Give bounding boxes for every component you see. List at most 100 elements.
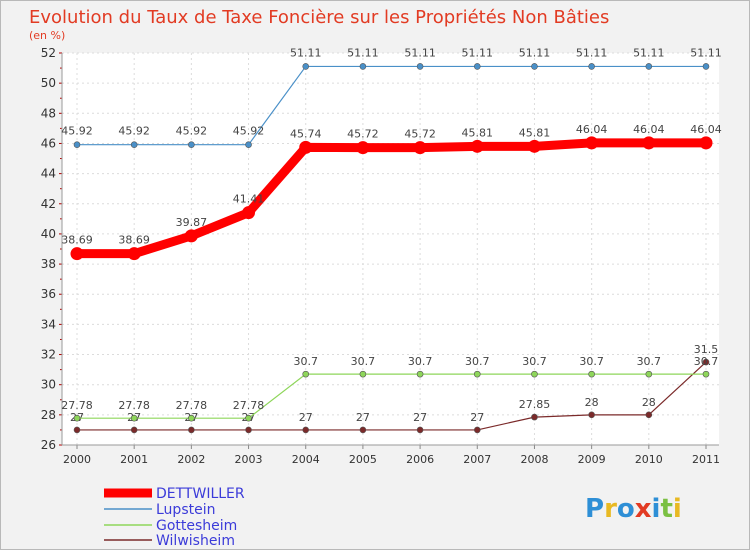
data-label-lupstein: 51.11	[690, 46, 722, 59]
data-label-lupstein: 45.92	[233, 125, 265, 138]
data-label-dettwiller: 45.81	[519, 126, 551, 139]
series-line-lupstein	[76, 65, 707, 146]
data-point-wilwisheim	[702, 358, 710, 366]
data-point-lupstein	[302, 63, 310, 70]
data-point-lupstein	[531, 63, 538, 70]
data-label-dettwiller: 45.72	[347, 128, 379, 141]
data-point-dettwiller	[413, 141, 427, 155]
data-label-dettwiller: 45.81	[462, 126, 494, 139]
data-label-lupstein: 45.92	[118, 125, 150, 138]
data-point-gottesheim	[473, 370, 481, 378]
data-point-dettwiller	[127, 247, 141, 261]
data-label-lupstein: 51.11	[576, 46, 608, 59]
data-label-wilwisheim: 27	[356, 411, 370, 424]
data-label-gottesheim: 30.7	[522, 355, 547, 368]
data-point-wilwisheim	[188, 426, 195, 434]
data-label-dettwiller: 39.87	[176, 216, 208, 229]
data-point-dettwiller	[299, 140, 313, 154]
data-label-dettwiller: 46.04	[633, 123, 665, 136]
data-point-lupstein	[702, 63, 710, 70]
data-point-gottesheim	[702, 370, 710, 378]
data-point-dettwiller	[642, 136, 656, 150]
data-point-dettwiller	[527, 139, 541, 153]
y-tick-label: 40	[41, 227, 56, 241]
data-point-wilwisheim	[645, 411, 653, 419]
unit-label: (en %)	[29, 29, 65, 42]
data-label-dettwiller: 38.69	[118, 234, 150, 247]
data-label-lupstein: 51.11	[290, 46, 322, 59]
data-label-lupstein: 45.92	[176, 125, 208, 138]
data-label-lupstein: 51.11	[633, 46, 665, 59]
x-tick-label: 2009	[578, 453, 606, 466]
data-label-wilwisheim: 27	[413, 411, 427, 424]
data-label-dettwiller: 38.69	[61, 234, 93, 247]
data-point-wilwisheim	[245, 426, 252, 434]
data-point-dettwiller	[470, 139, 484, 153]
logo-text: Proxiti	[585, 494, 682, 524]
data-label-lupstein: 51.11	[347, 46, 379, 59]
data-point-dettwiller	[184, 229, 198, 243]
x-tick-label: 2006	[406, 453, 434, 466]
data-label-dettwiller: 46.04	[690, 123, 722, 136]
data-label-lupstein: 45.92	[61, 125, 93, 138]
data-label-wilwisheim: 28	[642, 396, 656, 409]
x-tick-label: 2007	[463, 453, 491, 466]
data-label-gottesheim: 30.7	[465, 355, 490, 368]
data-label-dettwiller: 45.74	[290, 127, 322, 140]
data-point-gottesheim	[130, 414, 138, 422]
data-point-wilwisheim	[302, 426, 310, 434]
data-point-gottesheim	[245, 414, 252, 422]
data-label-dettwiller: 46.04	[576, 123, 608, 136]
series-line-gottesheim	[76, 373, 707, 419]
x-tick-label: 2010	[635, 453, 663, 466]
data-point-gottesheim	[188, 414, 195, 422]
data-point-gottesheim	[302, 370, 310, 378]
data-label-gottesheim: 27.78	[61, 399, 93, 412]
data-label-gottesheim: 27.78	[233, 399, 265, 412]
data-label-gottesheim: 27.78	[176, 399, 208, 412]
data-label-dettwiller: 41.41	[233, 193, 265, 206]
x-tick-label: 2011	[692, 453, 720, 466]
data-label-wilwisheim: 31.5	[694, 343, 719, 356]
logo-letter: t	[660, 494, 672, 524]
y-tick-label: 42	[41, 197, 56, 211]
logo-letter: r	[604, 494, 617, 524]
data-point-wilwisheim	[473, 426, 481, 434]
data-point-lupstein	[188, 141, 195, 148]
data-label-lupstein: 51.11	[462, 46, 494, 59]
data-label-lupstein: 51.11	[404, 46, 436, 59]
data-point-gottesheim	[531, 370, 538, 378]
data-point-dettwiller	[356, 141, 370, 155]
data-point-gottesheim	[416, 370, 424, 378]
data-label-dettwiller: 45.72	[404, 128, 436, 141]
data-point-gottesheim	[588, 370, 595, 378]
x-tick-label: 2003	[235, 453, 263, 466]
y-tick-label: 28	[41, 408, 56, 422]
data-point-lupstein	[359, 63, 367, 70]
data-point-lupstein	[130, 141, 138, 148]
data-point-wilwisheim	[359, 426, 367, 434]
data-point-dettwiller	[699, 136, 713, 150]
data-point-gottesheim	[359, 370, 367, 378]
y-tick-label: 34	[41, 317, 56, 331]
x-tick-label: 2001	[120, 453, 148, 466]
data-point-lupstein	[245, 141, 252, 148]
logo-letter: x	[635, 494, 652, 524]
data-point-dettwiller	[585, 136, 599, 150]
x-tick-label: 2008	[520, 453, 548, 466]
logo-letter: o	[617, 494, 635, 524]
data-label-wilwisheim: 27	[470, 411, 484, 424]
data-point-lupstein	[73, 141, 81, 148]
legend-label-lupstein: Lupstein	[156, 502, 215, 518]
legend-label-gottesheim: Gottesheim	[156, 518, 237, 534]
data-point-wilwisheim	[130, 426, 138, 434]
data-point-dettwiller	[242, 206, 256, 220]
data-point-lupstein	[588, 63, 595, 70]
series-gottesheim: 27.78 27.78 27.78 27.78 30.7 30.7 30.7 30.7 30.7…	[61, 355, 718, 422]
legend-label-dettwiller: DETTWILLER	[156, 486, 245, 502]
data-label-gottesheim: 30.7	[579, 355, 604, 368]
y-tick-label: 52	[41, 46, 56, 60]
y-tick-label: 30	[41, 378, 56, 392]
